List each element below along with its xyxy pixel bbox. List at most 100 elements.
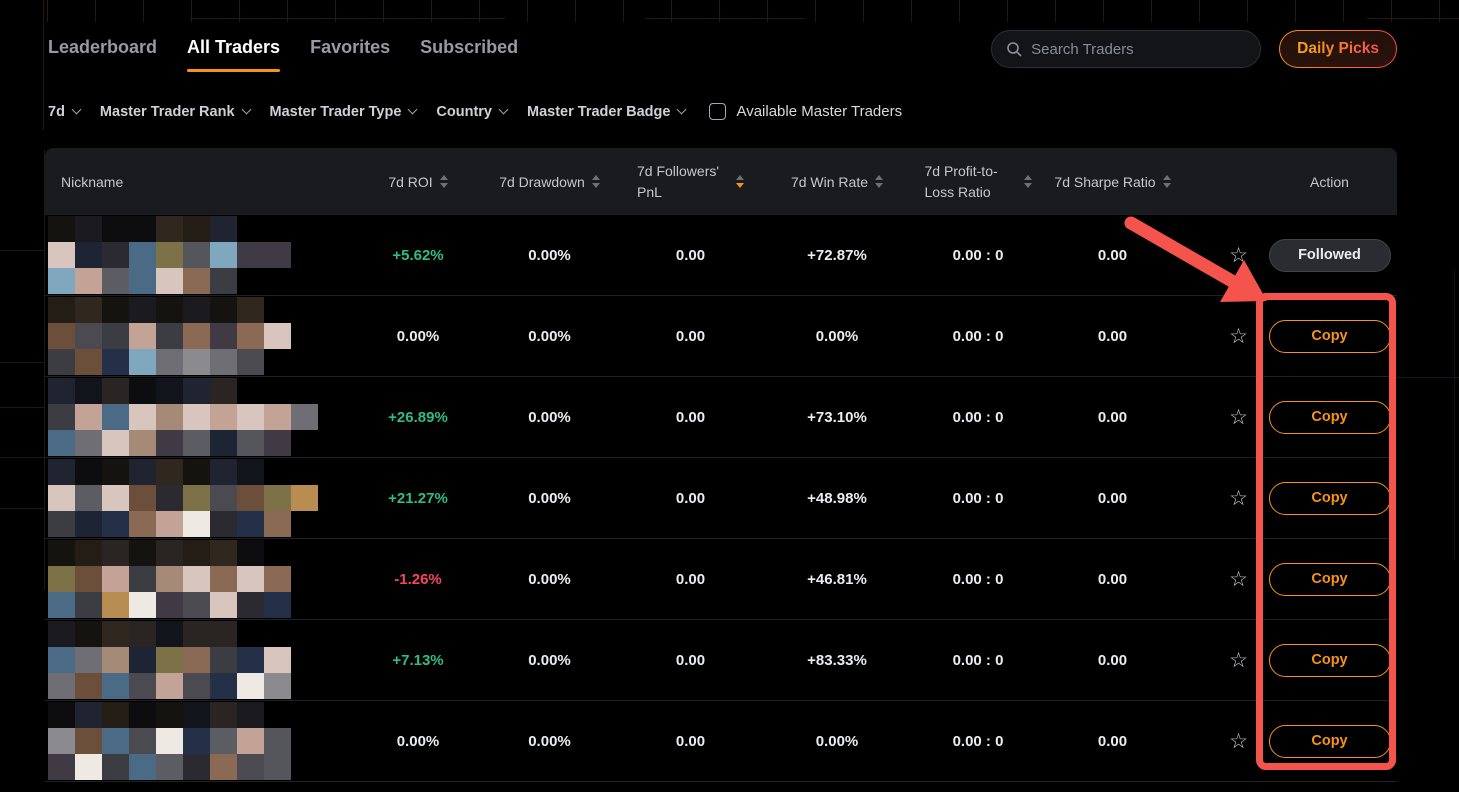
- column-header-roi[interactable]: 7d ROI: [355, 174, 481, 190]
- tab-leaderboard[interactable]: Leaderboard: [48, 37, 157, 72]
- blurred-avatar-and-name: [48, 702, 291, 780]
- tab-subscribed[interactable]: Subscribed: [420, 37, 518, 72]
- trader-nickname-blurred: [45, 378, 355, 456]
- blurred-avatar-and-name: [48, 621, 291, 699]
- background-gridline: [1397, 377, 1459, 378]
- drawdown-value: 0.00%: [528, 732, 571, 750]
- column-header-label: Nickname: [61, 173, 124, 190]
- drawdown-value: 0.00%: [528, 489, 571, 507]
- trader-nickname-blurred: [45, 459, 355, 537]
- followed-button[interactable]: Followed: [1268, 238, 1391, 272]
- favorite-star-icon[interactable]: ☆: [1229, 405, 1248, 429]
- sharpe-ratio-value: 0.00: [1097, 732, 1128, 750]
- profit-loss-ratio-value: 0.00 : 0: [952, 732, 1004, 750]
- chevron-down-icon: [71, 104, 82, 115]
- daily-picks-button[interactable]: Daily Picks: [1279, 30, 1397, 68]
- column-header-nickname: Nickname: [45, 174, 355, 190]
- table-row[interactable]: -1.26% 0.00% 0.00 +46.81% 0.00 : 0 0.00 ☆ Copy: [45, 539, 1397, 620]
- table-row[interactable]: +26.89% 0.00% 0.00 +73.10% 0.00 : 0 0.00 ☆ Copy: [45, 377, 1397, 458]
- sharpe-ratio-value: 0.00: [1097, 651, 1128, 669]
- column-header-drawdown[interactable]: 7d Drawdown: [481, 174, 618, 190]
- filter-master-trader-type-dropdown[interactable]: Master Trader Type: [270, 104, 419, 120]
- roi-value: 0.00%: [396, 327, 440, 345]
- background-gridline: [0, 457, 44, 458]
- column-header-followers-pnl[interactable]: 7d Followers' PnL: [618, 161, 763, 202]
- available-master-traders-label: Available Master Traders: [736, 103, 903, 120]
- filter-master-trader-badge-dropdown[interactable]: Master Trader Badge: [527, 104, 687, 120]
- tab-label: All Traders: [187, 36, 281, 57]
- favorite-star-icon[interactable]: ☆: [1229, 729, 1248, 753]
- followers-pnl-value: 0.00: [675, 408, 706, 426]
- copy-button[interactable]: Copy: [1268, 319, 1391, 353]
- filter-label: Master Trader Type: [269, 103, 402, 120]
- column-header-sharpe-ratio[interactable]: 7d Sharpe Ratio: [1045, 174, 1180, 190]
- win-rate-value: +83.33%: [807, 651, 867, 669]
- copy-button[interactable]: Copy: [1268, 724, 1391, 758]
- chevron-down-icon: [407, 104, 418, 115]
- sort-icon: [736, 175, 744, 188]
- copy-button[interactable]: Copy: [1268, 643, 1391, 677]
- tab-all-traders[interactable]: All Traders: [187, 36, 281, 72]
- background-gridline: [0, 362, 44, 363]
- tab-label: Leaderboard: [48, 36, 158, 57]
- search-traders-box[interactable]: [991, 30, 1262, 68]
- copy-button[interactable]: Copy: [1268, 481, 1391, 515]
- trader-nickname-blurred: [45, 702, 355, 780]
- top-bar: Leaderboard All Traders Favorites Subscr…: [48, 30, 1397, 78]
- followers-pnl-value: 0.00: [675, 327, 706, 345]
- column-header-label: 7d Followers' PnL: [637, 163, 720, 200]
- filter-master-trader-rank-dropdown[interactable]: Master Trader Rank: [100, 104, 252, 120]
- filter-label: Master Trader Badge: [527, 103, 671, 120]
- drawdown-value: 0.00%: [528, 651, 571, 669]
- sharpe-ratio-value: 0.00: [1097, 246, 1128, 264]
- profit-loss-ratio-value: 0.00 : 0: [952, 246, 1004, 264]
- column-header-win-rate[interactable]: 7d Win Rate: [763, 174, 911, 190]
- favorite-star-icon[interactable]: ☆: [1229, 567, 1248, 591]
- profit-loss-ratio-value: 0.00 : 0: [952, 651, 1004, 669]
- favorite-star-icon[interactable]: ☆: [1229, 324, 1248, 348]
- favorite-star-icon[interactable]: ☆: [1229, 648, 1248, 672]
- filter-timeframe-dropdown[interactable]: 7d: [48, 104, 82, 120]
- followers-pnl-value: 0.00: [675, 570, 706, 588]
- blurred-avatar-and-name: [48, 297, 291, 375]
- column-header-label: 7d Profit-to-Loss Ratio: [924, 163, 998, 200]
- background-gridline: [0, 250, 44, 251]
- search-traders-input[interactable]: [1031, 40, 1247, 58]
- table-row[interactable]: +21.27% 0.00% 0.00 +48.98% 0.00 : 0 0.00 ☆ Copy: [45, 458, 1397, 539]
- sharpe-ratio-value: 0.00: [1097, 408, 1128, 426]
- top-bar-right: Daily Picks: [991, 30, 1397, 68]
- favorite-star-icon[interactable]: ☆: [1229, 243, 1248, 267]
- column-header-action: Action: [1262, 174, 1397, 190]
- blurred-avatar-and-name: [48, 216, 291, 294]
- table-row[interactable]: +5.62% 0.00% 0.00 +72.87% 0.00 : 0 0.00 ☆ Follo…: [45, 215, 1397, 296]
- profit-loss-ratio-value: 0.00 : 0: [952, 570, 1004, 588]
- column-header-label: 7d Drawdown: [499, 173, 585, 190]
- drawdown-value: 0.00%: [528, 570, 571, 588]
- sort-icon: [439, 175, 448, 188]
- traders-table: Nickname 7d ROI 7d Drawdown 7d Followers…: [45, 148, 1397, 782]
- tab-bar: Leaderboard All Traders Favorites Subscr…: [48, 37, 518, 72]
- chevron-down-icon: [498, 104, 509, 115]
- background-chart-gridlines-top: [0, 0, 1459, 22]
- available-master-traders-checkbox[interactable]: [709, 103, 727, 120]
- copy-button[interactable]: Copy: [1268, 562, 1391, 596]
- table-row[interactable]: +7.13% 0.00% 0.00 +83.33% 0.00 : 0 0.00 ☆ Copy: [45, 620, 1397, 701]
- filter-country-dropdown[interactable]: Country: [436, 104, 509, 120]
- sort-icon: [1023, 175, 1032, 188]
- roi-value: +7.13%: [392, 651, 444, 669]
- column-header-profit-loss-ratio[interactable]: 7d Profit-to-Loss Ratio: [911, 161, 1045, 202]
- profit-loss-ratio-value: 0.00 : 0: [952, 489, 1004, 507]
- trader-nickname-blurred: [45, 216, 355, 294]
- table-row[interactable]: 0.00% 0.00% 0.00 0.00% 0.00 : 0 0.00 ☆ Copy: [45, 701, 1397, 782]
- filter-bar: 7d Master Trader Rank Master Trader Type…: [48, 103, 902, 120]
- table-row[interactable]: 0.00% 0.00% 0.00 0.00% 0.00 : 0 0.00 ☆ Copy: [45, 296, 1397, 377]
- drawdown-value: 0.00%: [528, 408, 571, 426]
- blurred-avatar-and-name: [48, 540, 291, 618]
- followers-pnl-value: 0.00: [675, 651, 706, 669]
- active-tab-underline: [187, 68, 281, 72]
- favorite-star-icon[interactable]: ☆: [1229, 486, 1248, 510]
- copy-button[interactable]: Copy: [1268, 400, 1391, 434]
- tab-favorites[interactable]: Favorites: [310, 37, 390, 72]
- profit-loss-ratio-value: 0.00 : 0: [952, 408, 1004, 426]
